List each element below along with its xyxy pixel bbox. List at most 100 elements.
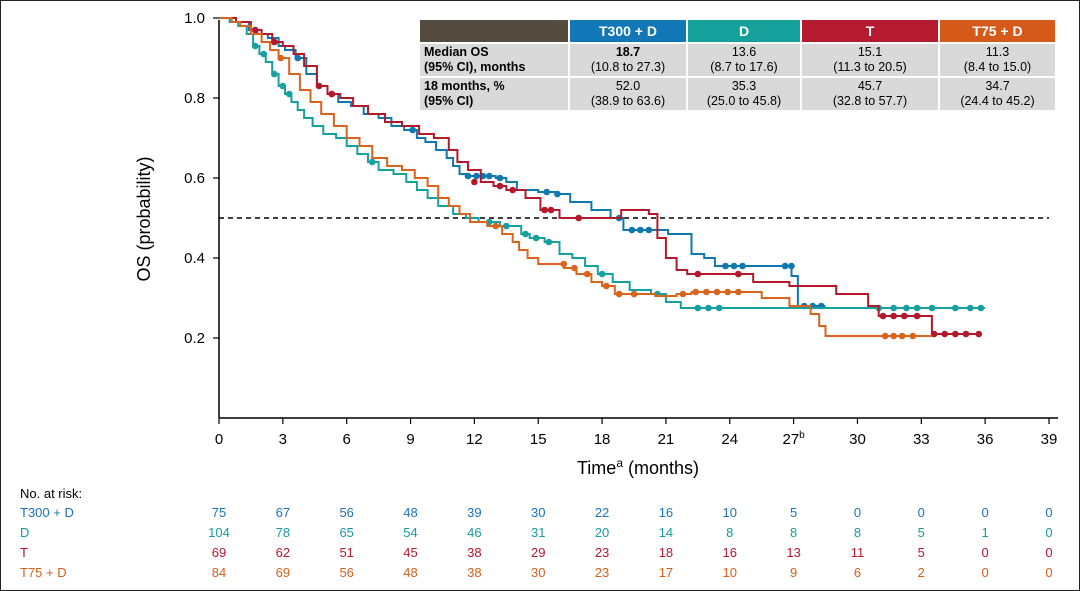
x-tick-label: 33 <box>913 431 930 448</box>
censor-mark <box>724 288 731 296</box>
censor-mark <box>900 312 908 320</box>
risk-count: 10 <box>722 505 737 520</box>
risk-count: 22 <box>594 505 610 520</box>
censor-mark <box>496 182 504 190</box>
risk-count: 84 <box>211 565 227 580</box>
summary-cell-ci: (8.4 to 15.0) <box>963 60 1032 74</box>
series-line-3 <box>219 17 932 337</box>
x-tick-label: 15 <box>530 431 547 448</box>
censor-mark <box>522 230 529 238</box>
censor-mark <box>703 288 710 296</box>
censor-mark <box>473 172 480 180</box>
x-tick-label: 12 <box>466 431 483 448</box>
summary-cell: 18.7 (10.8 to 27.3) <box>570 44 686 76</box>
risk-table-title: No. at risk: <box>20 486 83 501</box>
series-line-0 <box>219 17 826 307</box>
censor-mark <box>913 312 921 320</box>
risk-count: 75 <box>211 505 227 520</box>
risk-count: 17 <box>658 565 674 580</box>
risk-count: 48 <box>403 565 418 580</box>
censor-mark <box>913 304 921 312</box>
censor-mark <box>328 90 336 98</box>
risk-count: 5 <box>789 505 798 520</box>
risk-count: 39 <box>467 505 482 520</box>
summary-header-t75d: T75 + D <box>940 20 1055 42</box>
summary-cell-ci: (24.4 to 45.2) <box>960 94 1035 108</box>
censor-mark <box>890 304 897 312</box>
summary-cell-value: 45.7 <box>857 79 883 93</box>
censor-mark <box>279 82 287 90</box>
censor-mark <box>603 282 610 290</box>
censor-mark <box>713 288 721 296</box>
risk-count: 23 <box>594 545 610 560</box>
risk-row: D 104 78 65 54 46 31 20 14 8 8 8 5 1 0 <box>0 525 1080 543</box>
x-tick-label: 18 <box>594 431 611 448</box>
censor-mark <box>928 304 936 312</box>
risk-count: 56 <box>339 565 354 580</box>
risk-count: 0 <box>1045 505 1053 520</box>
summary-cell-ci: (11.3 to 20.5) <box>833 60 907 74</box>
summary-row-label: Median OS (95% CI), months <box>420 44 568 76</box>
censor-mark <box>975 330 983 338</box>
risk-count: 45 <box>403 545 418 560</box>
risk-count: 67 <box>275 505 291 520</box>
summary-cell-ci: (38.9 to 63.6) <box>590 94 666 108</box>
km-chart: 0 3 6 9 12 15 18 21 24 27b 30 33 36 390.20.40.60.81.0… <box>134 10 1058 478</box>
censor-mark <box>464 172 472 180</box>
risk-count: 16 <box>658 505 674 520</box>
risk-count: 69 <box>275 565 291 580</box>
risk-count: 11 <box>850 545 865 560</box>
summary-cell-value: 34.7 <box>985 79 1010 93</box>
censor-mark <box>615 290 623 298</box>
x-tick-label: 9 <box>406 431 414 448</box>
censor-mark <box>952 304 959 312</box>
censor-mark <box>890 332 897 340</box>
x-tick-label: 24 <box>721 431 738 448</box>
censor-mark <box>598 270 606 278</box>
risk-count: 0 <box>853 505 862 520</box>
risk-count: 0 <box>1045 565 1053 580</box>
x-axis-title: Timea (months) <box>577 456 699 478</box>
summary-cell: 52.0 (38.9 to 63.6) <box>570 78 686 110</box>
summary-cell-ci: (25.0 to 45.8) <box>706 94 782 108</box>
censor-mark <box>271 70 278 78</box>
censor-mark <box>294 54 302 62</box>
censor-mark <box>637 226 644 234</box>
y-tick-label: 1.0 <box>184 10 205 27</box>
risk-count: 0 <box>981 505 989 520</box>
summary-header-d: D <box>688 20 800 42</box>
censor-mark <box>692 288 700 296</box>
censor-mark <box>977 304 985 312</box>
summary-body: Median OS (95% CI), months 18.7 (10.8 to 27… <box>420 44 1055 110</box>
risk-count: 0 <box>1045 525 1053 540</box>
censor-mark <box>496 174 504 182</box>
risk-count: 0 <box>917 505 925 520</box>
censor-mark <box>492 222 499 230</box>
summary-cell: 15.1 (11.3 to 20.5) <box>802 44 938 76</box>
censor-mark <box>715 304 723 312</box>
summary-cell: 34.7 (24.4 to 45.2) <box>940 78 1055 110</box>
risk-count: 69 <box>211 545 227 560</box>
censor-mark <box>903 304 910 312</box>
censor-mark <box>962 330 970 338</box>
risk-count: 78 <box>275 525 291 540</box>
x-tick-label: 3 <box>279 431 287 448</box>
risk-count: 51 <box>339 545 354 560</box>
censor-mark <box>547 206 555 214</box>
censor-mark <box>560 260 568 268</box>
risk-count: 8 <box>789 525 798 540</box>
censor-mark <box>541 206 548 214</box>
risk-count: 5 <box>917 525 925 540</box>
censor-mark <box>260 50 267 58</box>
censor-mark <box>739 262 746 270</box>
x-axis-title-sup: a <box>616 456 623 470</box>
censor-mark <box>571 264 578 272</box>
x-tick-label: 6 <box>343 431 351 448</box>
risk-count: 18 <box>658 545 674 560</box>
censor-mark <box>909 332 917 340</box>
censor-mark <box>890 312 897 320</box>
censor-mark <box>930 330 938 338</box>
risk-count: 0 <box>1045 545 1053 560</box>
censor-mark <box>694 304 702 312</box>
censor-mark <box>554 190 561 198</box>
